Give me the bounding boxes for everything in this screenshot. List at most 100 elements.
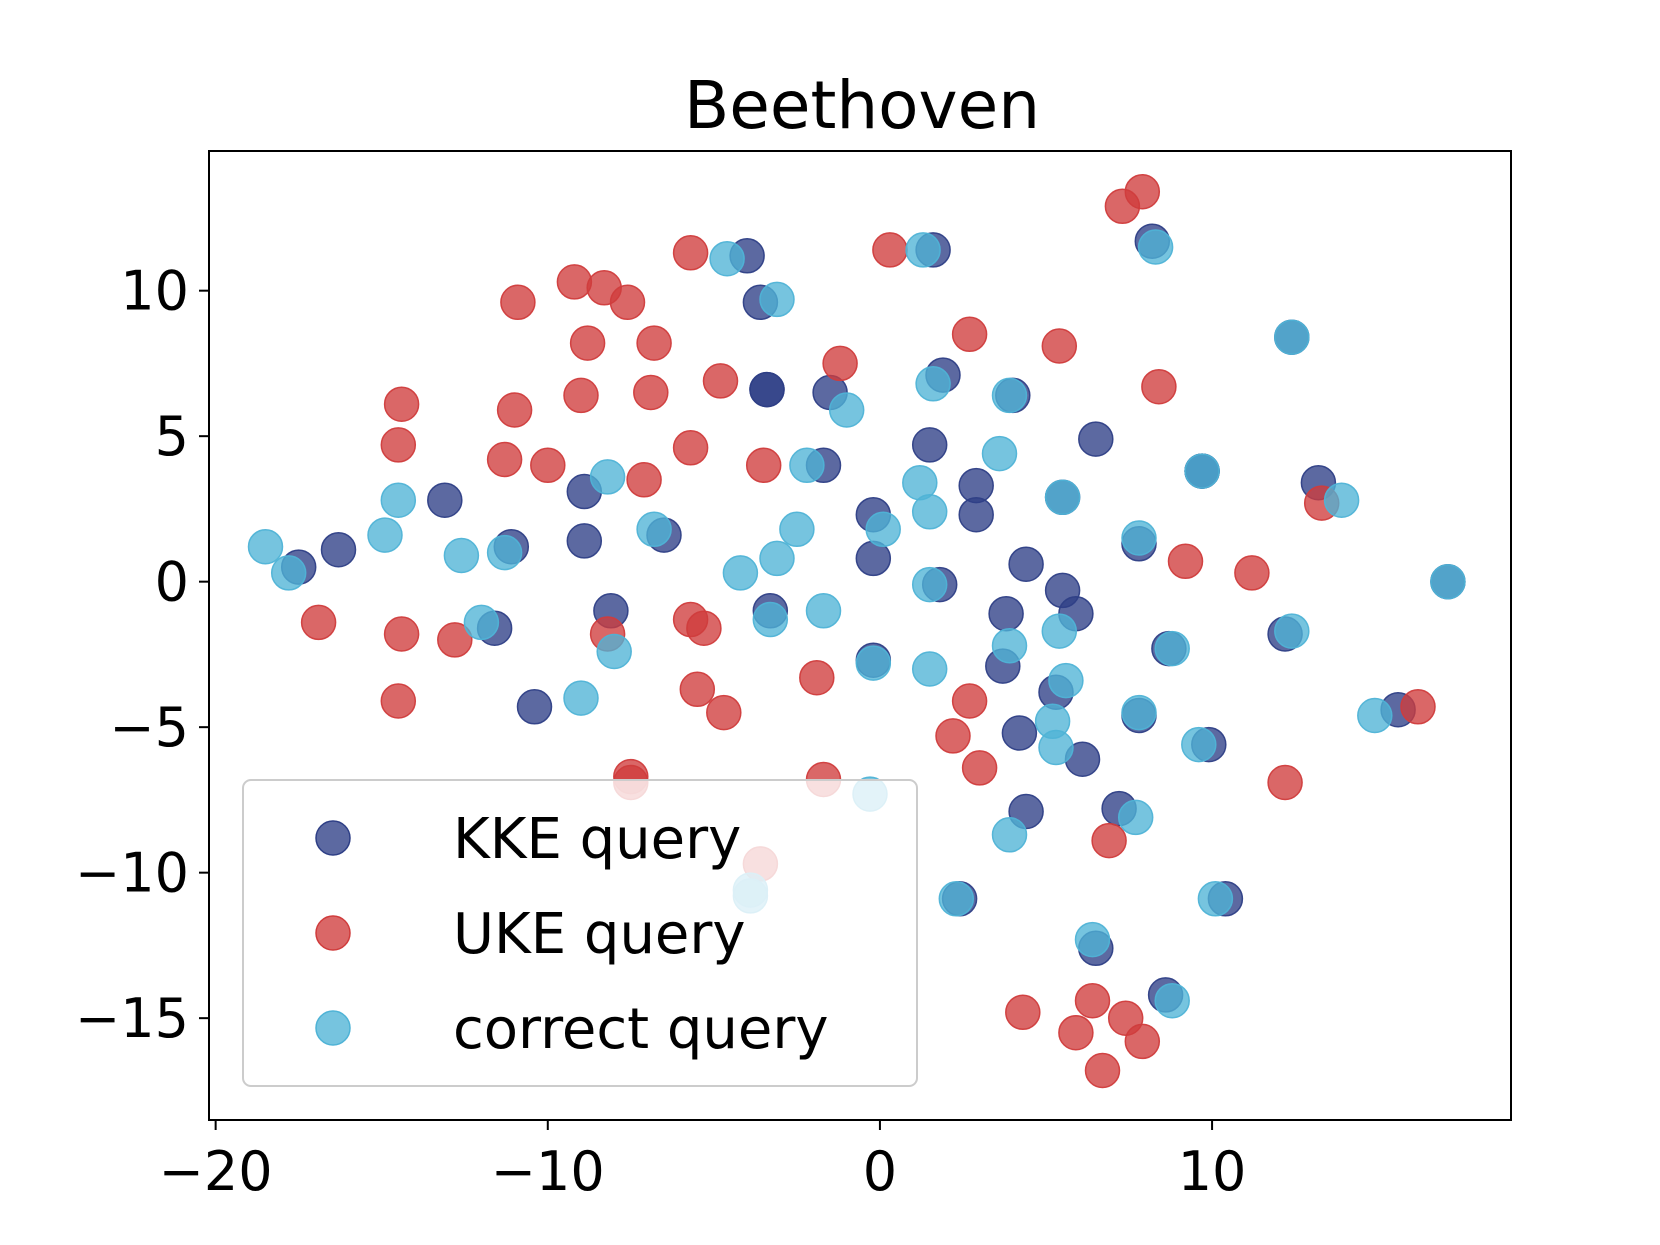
point-correct-query-26 [752, 601, 789, 638]
point-uke-query-35 [679, 671, 716, 708]
point-uke-query-39 [961, 750, 998, 786]
point-correct-query-10 [981, 435, 1018, 472]
point-correct-query-7 [589, 459, 626, 495]
point-correct-query-54 [1044, 479, 1081, 516]
legend-label-uke-query: UKE query [453, 902, 746, 967]
point-correct-query-20 [779, 511, 815, 548]
point-correct-query-30 [1274, 613, 1310, 649]
point-uke-query-9 [636, 325, 672, 361]
point-uke-query-37 [951, 683, 988, 719]
point-kke-query-40 [1001, 715, 1038, 751]
legend-box [242, 779, 918, 1087]
point-uke-query-38 [935, 718, 971, 754]
point-correct-query-12 [911, 494, 948, 530]
point-uke-query-26 [1167, 543, 1204, 580]
y-tick-label-3: −5 [109, 696, 189, 759]
point-correct-query-41 [1038, 729, 1074, 766]
point-correct-query-15 [270, 555, 307, 591]
point-uke-query-44 [1267, 764, 1303, 801]
point-uke-query-22 [530, 447, 566, 484]
point-uke-query-20 [672, 430, 709, 466]
point-correct-query-27 [805, 593, 842, 629]
point-correct-query-50 [1074, 921, 1111, 958]
point-correct-query-48 [1197, 881, 1234, 917]
point-correct-query-25 [463, 604, 500, 641]
point-uke-query-49 [1074, 982, 1111, 1019]
point-correct-query-5 [915, 366, 951, 402]
point-correct-query-24 [1121, 520, 1157, 556]
legend-label-correct-query: correct query [453, 997, 829, 1062]
y-tick-label-0: 10 [120, 260, 189, 323]
point-correct-query-4 [828, 392, 865, 428]
series-correct-query [247, 229, 1466, 1019]
point-correct-query-33 [596, 633, 632, 670]
chart-title: Beethoven [684, 67, 1040, 144]
point-kke-query-8 [1078, 421, 1114, 457]
point-uke-query-1 [1104, 188, 1141, 225]
legend-marker-kke-query [315, 820, 351, 856]
point-uke-query-14 [633, 374, 669, 411]
point-uke-query-51 [1058, 1014, 1094, 1051]
point-uke-query-34 [799, 659, 835, 696]
point-correct-query-51 [1154, 982, 1190, 1019]
point-kke-query-20 [566, 523, 603, 559]
point-correct-query-44 [1117, 799, 1154, 836]
point-uke-query-13 [702, 363, 739, 399]
point-correct-query-17 [443, 537, 480, 574]
point-correct-query-0 [709, 240, 745, 277]
point-correct-query-45 [991, 817, 1028, 853]
x-tick-label-1: −10 [491, 1140, 605, 1203]
point-kke-query-7 [911, 427, 948, 463]
legend-marker-uke-query [315, 915, 351, 951]
point-correct-query-16 [367, 517, 403, 553]
point-uke-query-2 [872, 232, 908, 268]
point-correct-query-49 [938, 881, 975, 917]
point-kke-query-28 [988, 595, 1024, 632]
point-correct-query-52 [1430, 563, 1466, 600]
point-uke-query-53 [1084, 1052, 1121, 1089]
point-uke-query-45 [1400, 689, 1436, 725]
point-uke-query-11 [1041, 328, 1078, 364]
point-correct-query-9 [789, 447, 825, 484]
point-correct-query-28 [911, 566, 948, 603]
point-correct-query-53 [1274, 319, 1310, 355]
point-uke-query-12 [822, 345, 858, 382]
point-correct-query-37 [563, 680, 599, 716]
point-uke-query-47 [1091, 822, 1127, 859]
point-uke-query-28 [300, 604, 337, 641]
point-correct-query-32 [1154, 630, 1190, 667]
point-uke-query-33 [686, 610, 722, 646]
y-tick-label-5: −15 [75, 987, 189, 1050]
point-correct-query-42 [1181, 726, 1217, 763]
point-uke-query-19 [380, 427, 417, 463]
point-kke-query-23 [1008, 546, 1044, 582]
point-uke-query-7 [500, 284, 536, 321]
point-correct-query-14 [247, 528, 284, 565]
point-correct-query-18 [486, 534, 523, 571]
legend: KKE query UKE query correct query [242, 779, 918, 1087]
legend-label-kke-query: KKE query [453, 807, 741, 872]
point-uke-query-29 [383, 616, 420, 652]
point-correct-query-23 [865, 511, 901, 548]
plot-frame [208, 150, 1512, 1121]
point-uke-query-40 [380, 683, 417, 719]
point-correct-query-31 [991, 627, 1028, 664]
point-uke-query-10 [951, 316, 988, 353]
point-uke-query-24 [745, 447, 782, 484]
point-uke-query-52 [1124, 1023, 1161, 1060]
point-correct-query-34 [855, 645, 892, 681]
x-tick-label-2: 0 [863, 1140, 897, 1203]
point-correct-query-6 [991, 377, 1028, 414]
point-correct-query-13 [1323, 482, 1360, 518]
point-uke-query-17 [383, 386, 420, 422]
point-uke-query-8 [569, 325, 606, 361]
y-tick-label-1: 5 [155, 405, 189, 468]
point-uke-query-16 [1141, 368, 1177, 405]
point-uke-query-36 [706, 694, 742, 731]
point-uke-query-15 [563, 377, 599, 414]
x-tick-label-0: −20 [159, 1140, 273, 1203]
point-correct-query-3 [759, 281, 795, 318]
point-correct-query-22 [722, 555, 759, 591]
point-uke-query-27 [1234, 555, 1270, 591]
